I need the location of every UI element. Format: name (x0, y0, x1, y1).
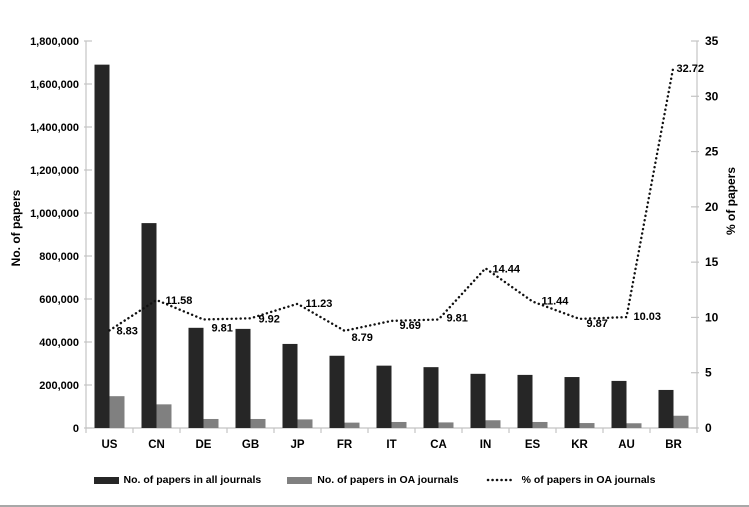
bar-oa-journals-it (391, 421, 407, 428)
bar-all-journals-cn (141, 223, 157, 428)
bar-all-journals-us (94, 64, 110, 429)
pct-data-label-kr: 9.87 (587, 318, 608, 330)
bar-all-journals-br (658, 389, 674, 428)
left-axis-tick-label: 0 (73, 423, 79, 435)
category-label-es: ES (525, 439, 541, 451)
category-label-gb: GB (242, 439, 259, 451)
category-label-br: BR (665, 439, 682, 451)
bar-oa-journals-ca (438, 422, 454, 428)
legend-swatch-all-journals-icon (93, 476, 119, 484)
left-axis-tick-label: 200,000 (39, 380, 79, 392)
bar-oa-journals-in (485, 420, 501, 428)
right-axis-tick-label: 30 (705, 89, 719, 103)
category-label-in: IN (480, 439, 492, 451)
right-axis-tick-label: 25 (705, 145, 719, 159)
bar-all-journals-au (611, 380, 627, 428)
category-label-de: DE (196, 439, 212, 451)
legend-dotted-line-icon (486, 478, 515, 482)
bar-all-journals-in (470, 373, 486, 428)
bar-oa-journals-gb (250, 418, 266, 428)
legend-label-pct-oa: % of papers in OA journals (521, 474, 656, 486)
right-axis-tick-label: 5 (705, 366, 712, 380)
category-label-it: IT (386, 439, 396, 451)
right-axis-tick-label: 20 (705, 200, 719, 214)
right-axis-tick-label: 10 (705, 310, 719, 324)
bar-all-journals-ca (423, 367, 439, 428)
bar-oa-journals-fr (344, 422, 360, 428)
pct-data-label-it: 9.69 (400, 320, 421, 332)
category-label-us: US (102, 439, 118, 451)
pct-data-label-in: 14.44 (493, 263, 521, 275)
category-label-fr: FR (337, 439, 353, 451)
bar-oa-journals-de (203, 418, 219, 428)
category-label-au: AU (618, 439, 635, 451)
left-axis-title: No. of papers (9, 189, 23, 266)
pct-data-label-ca: 9.81 (447, 313, 468, 325)
bar-oa-journals-us (109, 396, 125, 428)
legend-label-all-journals: No. of papers in all journals (123, 474, 262, 486)
left-axis-tick-label: 600,000 (39, 294, 79, 306)
legend-item-pct-oa: % of papers in OA journals (485, 474, 656, 486)
bar-all-journals-jp (282, 343, 298, 428)
pct-data-label-de: 9.81 (212, 323, 233, 335)
left-axis-tick-label: 1,400,000 (30, 122, 79, 134)
left-axis-tick-label: 1,200,000 (30, 165, 79, 177)
plot-area: 0 200,000 400,000 600,000 800,000 1,000,000 1,… (30, 34, 719, 451)
pct-data-label-fr: 8.79 (352, 332, 373, 344)
bar-all-journals-de (188, 327, 204, 428)
category-label-kr: KR (571, 439, 588, 451)
left-axis-tick-label: 1,600,000 (30, 79, 79, 91)
bar-oa-journals-jp (297, 419, 313, 428)
right-axis-title: % of papers (724, 167, 738, 235)
pct-data-label-au: 10.03 (634, 311, 662, 323)
bar-all-journals-kr (564, 377, 580, 428)
bar-oa-journals-br (673, 415, 689, 428)
legend-swatch-oa-journals-icon (287, 476, 313, 484)
legend-label-oa-journals: No. of papers in OA journals (317, 474, 459, 486)
category-label-ca: CA (430, 439, 447, 451)
left-axis-tick-label: 1,800,000 (30, 36, 79, 48)
right-axis-tick-label: 35 (705, 34, 719, 48)
right-axis-tick-label: 15 (705, 255, 719, 269)
bar-all-journals-gb (235, 328, 251, 428)
bar-all-journals-it (376, 365, 392, 428)
pct-data-label-us: 8.83 (117, 325, 138, 337)
legend: No. of papers in all journals No. of pap… (0, 471, 749, 489)
pct-oa-dotted-line (108, 64, 675, 332)
pct-data-label-br: 32.72 (677, 63, 705, 75)
bar-oa-journals-cn (156, 404, 172, 428)
bar-all-journals-es (517, 374, 533, 428)
figure-bottom-border (0, 505, 749, 507)
bar-oa-journals-es (532, 421, 548, 428)
legend-item-all-journals: No. of papers in all journals (93, 474, 262, 486)
bar-oa-journals-au (626, 423, 642, 428)
bar-oa-journals-kr (579, 423, 595, 428)
pct-data-label-cn: 11.58 (166, 295, 193, 307)
pct-data-label-es: 11.44 (542, 296, 570, 308)
category-label-jp: JP (290, 439, 304, 451)
left-axis-tick-label: 800,000 (39, 251, 79, 263)
pct-data-label-gb: 9.92 (259, 313, 280, 325)
right-axis-tick-label: 0 (705, 421, 712, 435)
left-axis-tick-label: 1,000,000 (30, 208, 79, 220)
legend-item-oa-journals: No. of papers in OA journals (287, 474, 459, 486)
pct-data-label-jp: 11.23 (306, 298, 333, 310)
category-label-cn: CN (148, 439, 165, 451)
bar-all-journals-fr (329, 355, 345, 428)
left-axis-tick-label: 400,000 (39, 337, 79, 349)
